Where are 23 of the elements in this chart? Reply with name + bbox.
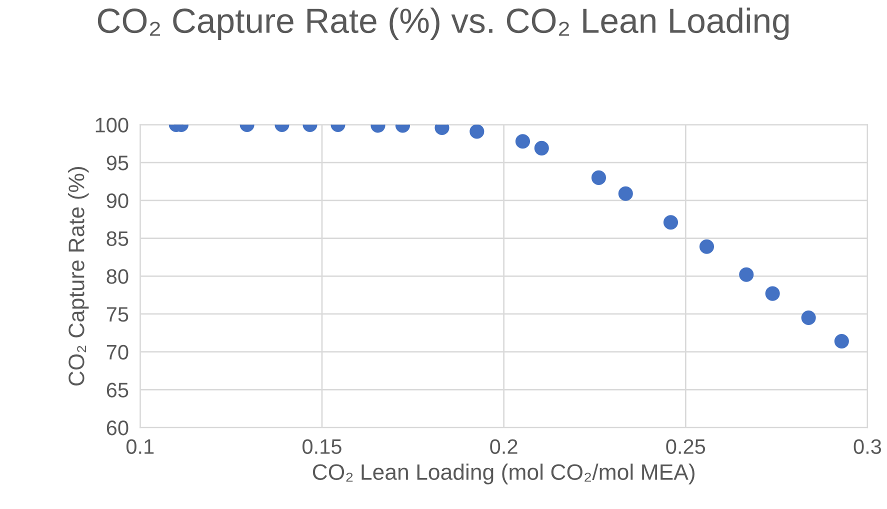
x-tick-label: 0.2 [490,439,518,454]
point [699,239,714,254]
y-tick-label: 85 [106,231,128,246]
point [765,286,780,301]
point [801,310,816,326]
y-tick-label: 60 [106,420,128,436]
point [739,267,754,282]
point [663,215,678,230]
x-tick-label: 0.15 [302,439,342,454]
y-tick-label: 100 [96,118,128,132]
y-axis-title: CO₂ Capture Rate (%) [68,166,89,386]
x-axis-title: CO₂ Lean Loading (mol CO₂/mol MEA) [312,464,694,484]
y-tick-label: 80 [106,269,128,284]
x-tick-label: 0.25 [666,439,706,454]
y-tick-label: 90 [106,193,128,208]
y-tick-label: 95 [106,156,128,170]
y-tick-label: 65 [106,382,128,398]
y-tick-label: 75 [106,307,128,322]
point [834,334,849,349]
x-tick-label: 0.3 [854,439,882,454]
chart-title: CO₂ Capture Rate (%) vs. CO₂ Lean Loading [98,8,789,40]
y-tick-label: 70 [106,344,128,360]
x-tick-label: 0.1 [126,439,154,454]
